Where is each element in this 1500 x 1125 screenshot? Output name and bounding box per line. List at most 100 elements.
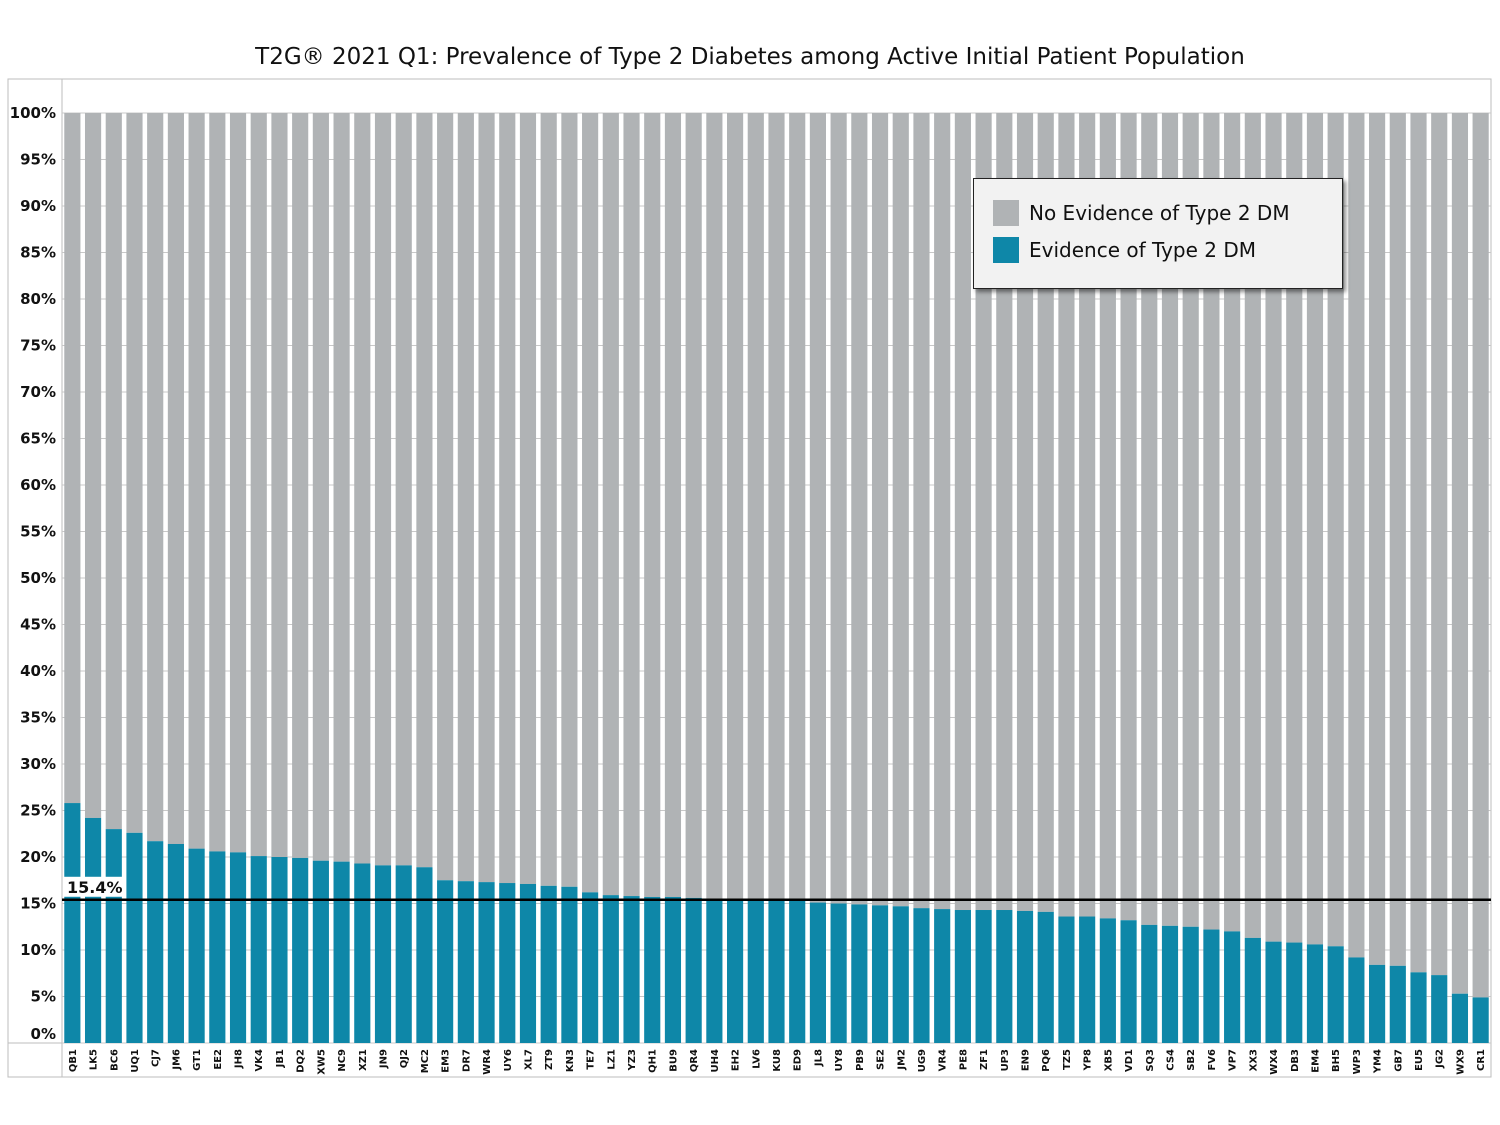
bar-no-evidence — [582, 113, 599, 893]
bar-no-evidence — [395, 113, 412, 866]
bar-evidence — [457, 881, 474, 1043]
bar-evidence — [1203, 929, 1220, 1043]
bar-evidence — [996, 910, 1013, 1043]
bar-evidence — [333, 861, 350, 1043]
y-tick-label: 85% — [20, 244, 56, 262]
bar-no-evidence — [1058, 113, 1075, 917]
y-tick-label: 0% — [31, 1025, 56, 1043]
bar-evidence — [871, 905, 889, 1043]
x-tick-label: BC6 — [109, 1049, 120, 1071]
bar-no-evidence — [768, 113, 785, 901]
bar-no-evidence — [540, 113, 557, 886]
x-tick-label: UY6 — [503, 1049, 514, 1071]
x-tick-label: DR7 — [461, 1049, 472, 1072]
bar-evidence — [374, 865, 392, 1043]
x-tick-label: YZ3 — [627, 1049, 638, 1071]
bar-no-evidence — [602, 113, 619, 896]
x-tick-label: KN3 — [565, 1049, 576, 1072]
bar-evidence — [1099, 918, 1116, 1043]
bar-no-evidence — [84, 113, 102, 818]
x-tick-label: GT1 — [192, 1049, 203, 1071]
bar-evidence — [1265, 941, 1282, 1043]
bar-no-evidence — [851, 113, 868, 905]
bar-no-evidence — [1161, 113, 1179, 926]
bar-no-evidence — [1037, 113, 1054, 912]
bar-evidence — [851, 904, 868, 1043]
x-tick-label: YP8 — [1083, 1049, 1094, 1072]
bar-no-evidence — [954, 113, 971, 911]
y-tick-label: 30% — [20, 755, 56, 773]
bar-no-evidence — [457, 113, 474, 882]
legend-item-evidence: Evidence of Type 2 DM — [993, 237, 1256, 263]
bar-no-evidence — [727, 113, 744, 900]
bar-evidence — [685, 897, 702, 1043]
x-tick-label: WX4 — [1269, 1049, 1280, 1075]
x-tick-label: ZF1 — [979, 1049, 990, 1070]
bar-no-evidence — [478, 113, 495, 883]
bar-no-evidence — [250, 113, 267, 857]
bar-no-evidence — [789, 113, 806, 901]
bar-evidence — [1037, 911, 1054, 1043]
bar-evidence — [1120, 920, 1137, 1043]
bar-evidence — [789, 900, 806, 1043]
x-tick-label: BH5 — [1331, 1049, 1342, 1072]
bar-no-evidence — [561, 113, 578, 887]
x-tick-label: SQ3 — [1145, 1049, 1156, 1072]
bar-evidence — [250, 856, 267, 1043]
x-tick-label: EE2 — [213, 1049, 224, 1070]
x-tick-label: UQ1 — [130, 1049, 141, 1073]
bar-evidence — [540, 885, 557, 1043]
bar-no-evidence — [271, 113, 288, 857]
y-tick-label: 50% — [20, 569, 56, 587]
bar-evidence — [1224, 931, 1241, 1043]
bar-evidence — [706, 898, 723, 1043]
bar-no-evidence — [1224, 113, 1241, 932]
bar-evidence — [561, 886, 578, 1043]
x-tick-label: CJ7 — [151, 1049, 162, 1067]
bar-no-evidence — [229, 113, 247, 853]
x-tick-label: XW5 — [316, 1049, 327, 1075]
x-tick-label: VP7 — [1228, 1049, 1239, 1071]
average-label: 15.4% — [67, 878, 123, 897]
x-tick-label: FV6 — [1207, 1049, 1218, 1071]
bar-evidence — [1141, 924, 1158, 1043]
bar-no-evidence — [747, 113, 764, 900]
bar-evidence — [292, 857, 309, 1043]
bar-no-evidence — [1244, 113, 1261, 938]
x-tick-label: SB2 — [1186, 1049, 1197, 1071]
bar-no-evidence — [167, 113, 184, 844]
bar-no-evidence — [354, 113, 371, 864]
x-tick-label: JL8 — [813, 1049, 824, 1067]
x-tick-label: ZT9 — [544, 1049, 555, 1070]
bar-no-evidence — [437, 113, 454, 881]
bar-evidence — [416, 867, 433, 1043]
bar-no-evidence — [519, 113, 537, 884]
bar-evidence — [437, 880, 454, 1043]
bar-no-evidence — [499, 113, 516, 884]
bar-no-evidence — [209, 113, 226, 852]
bar-evidence — [1286, 942, 1303, 1043]
bar-no-evidence — [1182, 113, 1199, 927]
bar-evidence — [209, 851, 226, 1043]
x-tick-label: KU8 — [772, 1049, 783, 1072]
x-tick-label: DQ2 — [296, 1049, 307, 1073]
bar-no-evidence — [975, 113, 992, 911]
y-tick-label: 75% — [20, 337, 56, 355]
bar-no-evidence — [1016, 113, 1034, 911]
y-tick-label: 45% — [20, 616, 56, 634]
bar-no-evidence — [1389, 113, 1406, 966]
x-tick-label: ED9 — [793, 1049, 804, 1071]
bar-no-evidence — [64, 113, 81, 804]
y-tick-label: 25% — [20, 802, 56, 820]
bar-evidence — [768, 900, 785, 1043]
bar-evidence — [126, 832, 143, 1043]
bar-evidence — [954, 910, 971, 1043]
x-tick-label: LZ1 — [606, 1049, 617, 1070]
x-tick-label: VR4 — [938, 1049, 949, 1071]
bar-evidence — [84, 817, 102, 1043]
y-tick-label: 95% — [20, 151, 56, 169]
bar-evidence — [229, 852, 247, 1043]
bar-evidence — [975, 910, 992, 1043]
bar-evidence — [664, 896, 682, 1043]
y-tick-label: 70% — [20, 383, 56, 401]
